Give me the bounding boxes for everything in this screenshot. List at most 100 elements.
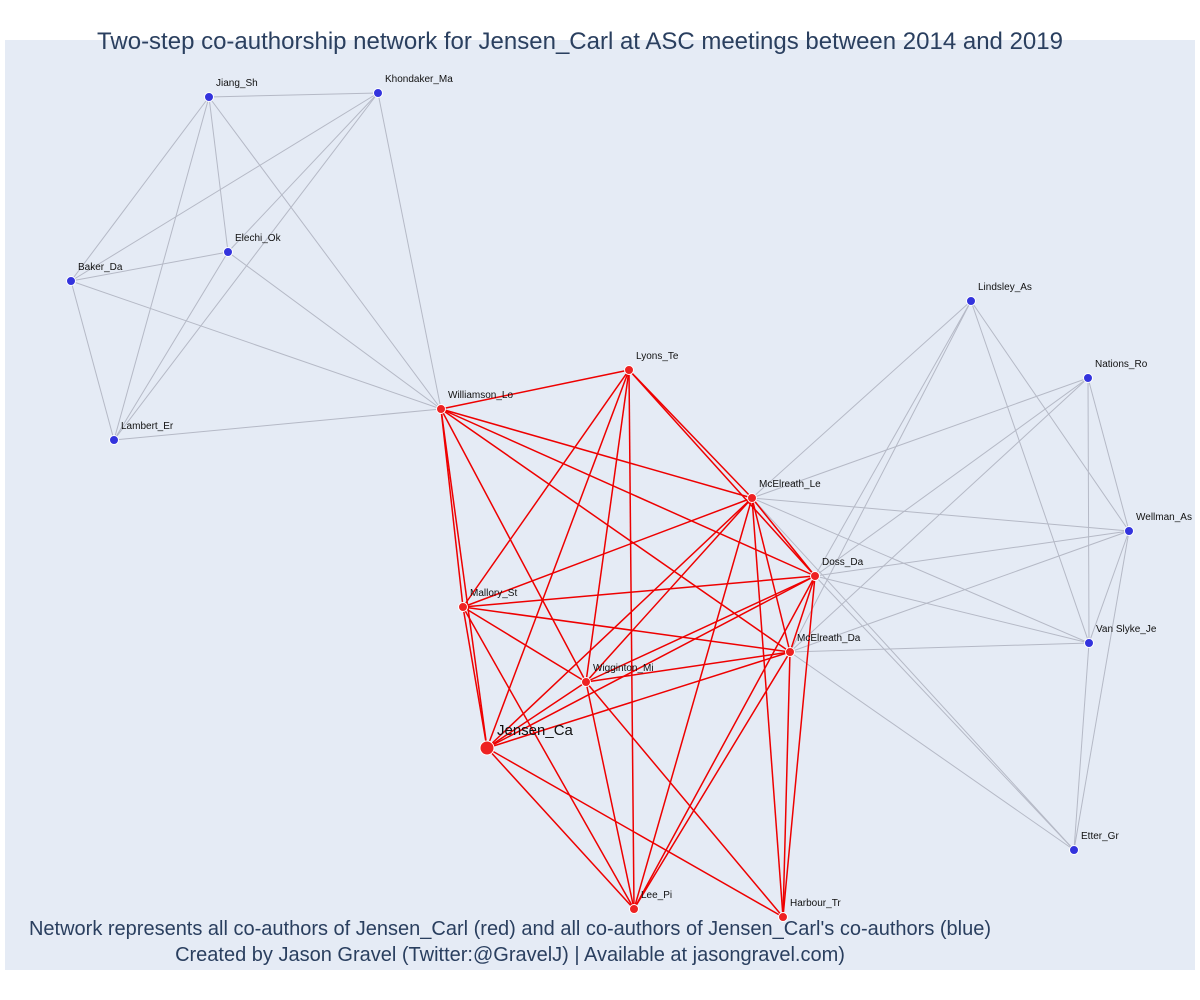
node-Harbour_Tr[interactable]: Harbour_Tr [778,898,842,922]
node-Lee_Pi[interactable]: Lee_Pi [629,890,673,914]
edge-Williamson_Lo-McElreath_Le [440,408,753,499]
node-Wigginton_Mi[interactable]: Wigginton_Mi [581,663,654,687]
edge-Lyons_Te-Doss_Da [628,369,816,577]
node-label: Wigginton_Mi [593,663,654,674]
node-Elechi_Ok[interactable]: Elechi_Ok [223,233,282,257]
edge-Lindsley_As-Van_Slyke_Je [970,300,1090,644]
node-Lyons_Te[interactable]: Lyons_Te [624,351,679,375]
node-label: Jiang_Sh [216,78,258,89]
edge-Van_Slyke_Je-Etter_Gr [1073,642,1090,851]
edge-McElreath_Le-Harbour_Tr [751,497,784,918]
node-Lambert_Er[interactable]: Lambert_Er [109,421,174,445]
edge-McElreath_Le-Mallory_St [462,497,753,608]
edge-Doss_Da-McElreath_Da [789,575,816,653]
node-McElreath_Da[interactable]: McElreath_Da [785,633,861,657]
edge-Doss_Da-Lee_Pi [633,575,816,910]
edge-Lyons_Te-Lee_Pi [628,369,635,910]
node-Williamson_Lo[interactable]: Williamson_Lo [436,390,514,414]
node-label: Doss_Da [822,557,864,568]
edge-McElreath_Da-Harbour_Tr [782,651,791,918]
node-marker[interactable] [1124,526,1134,536]
node-marker[interactable] [629,904,639,914]
node-label: Lindsley_As [978,282,1032,293]
node-Baker_Da[interactable]: Baker_Da [66,262,123,286]
caption-description: Network represents all co-authors of Jen… [28,918,992,940]
node-marker[interactable] [436,404,446,414]
edge-McElreath_Le-Lee_Pi [633,497,753,910]
node-label: Lee_Pi [641,890,672,901]
edge-Nations_Ro-Wellman_As [1087,377,1130,532]
edge-Khondaker_Ma-Williamson_Lo [377,92,442,410]
edge-Lambert_Er-Williamson_Lo [113,408,442,441]
node-label: Williamson_Lo [448,390,513,401]
node-marker[interactable] [624,365,634,375]
node-marker[interactable] [785,647,795,657]
edge-McElreath_Le-Doss_Da [751,497,816,577]
edge-Wellman_As-Doss_Da [814,530,1130,577]
edge-Wigginton_Mi-Harbour_Tr [585,681,784,918]
node-marker[interactable] [1083,373,1093,383]
node-Khondaker_Ma[interactable]: Khondaker_Ma [373,74,454,98]
edge-Khondaker_Ma-Baker_Da [70,92,379,282]
node-label: Lyons_Te [636,351,679,362]
node-marker[interactable] [373,88,383,98]
edge-Jiang_Sh-Baker_Da [70,96,210,282]
node-Van_Slyke_Je[interactable]: Van Slyke_Je [1084,624,1157,648]
edge-Williamson_Lo-Mallory_St [440,408,464,608]
edge-Khondaker_Ma-Elechi_Ok [227,92,379,253]
node-marker[interactable] [966,296,976,306]
edge-Williamson_Lo-Wigginton_Mi [440,408,587,683]
edge-Jensen_Ca-Lee_Pi [486,747,635,910]
node-Jensen_Ca[interactable]: Jensen_Ca [479,722,574,756]
node-marker[interactable] [66,276,76,286]
edge-Doss_Da-Mallory_St [462,575,816,608]
node-label: Wellman_As [1136,512,1192,523]
edge-McElreath_Da-Lee_Pi [633,651,791,910]
node-label: Baker_Da [78,262,123,273]
edge-Doss_Da-Harbour_Tr [782,575,816,918]
edge-Van_Slyke_Je-McElreath_Le [751,497,1090,644]
node-Etter_Gr[interactable]: Etter_Gr [1069,831,1120,855]
edge-Wellman_As-McElreath_Da [789,530,1130,653]
edge-Mallory_St-McElreath_Da [462,606,791,653]
edge-Lyons_Te-Mallory_St [462,369,630,608]
plot-area [5,40,1195,970]
node-marker[interactable] [223,247,233,257]
edge-Nations_Ro-Van_Slyke_Je [1087,377,1090,644]
node-marker[interactable] [1069,845,1079,855]
node-marker[interactable] [1084,638,1094,648]
node-marker[interactable] [479,740,495,756]
node-marker[interactable] [747,493,757,503]
node-label: Etter_Gr [1081,831,1119,842]
node-label: Harbour_Tr [790,898,841,909]
edge-Etter_Gr-McElreath_Da [789,651,1075,851]
node-Doss_Da[interactable]: Doss_Da [810,557,864,581]
node-Lindsley_As[interactable]: Lindsley_As [966,282,1032,306]
node-marker[interactable] [109,435,119,445]
edge-Mallory_St-Jensen_Ca [462,606,488,749]
edge-Jiang_Sh-Khondaker_Ma [208,92,379,98]
node-marker[interactable] [204,92,214,102]
node-Mallory_St[interactable]: Mallory_St [458,588,518,612]
node-Nations_Ro[interactable]: Nations_Ro [1083,359,1148,383]
node-label: Lambert_Er [121,421,174,432]
edge-layer [70,92,1130,918]
node-marker[interactable] [581,677,591,687]
caption-credit: Created by Jason Gravel (Twitter:@Gravel… [175,944,845,966]
edge-Wigginton_Mi-Jensen_Ca [486,681,587,749]
edge-Lindsley_As-McElreath_Da [789,300,972,653]
edge-Nations_Ro-McElreath_Da [789,377,1089,653]
node-label: Jensen_Ca [497,722,574,739]
edge-Wellman_As-Van_Slyke_Je [1088,530,1130,644]
node-marker[interactable] [458,602,468,612]
node-marker[interactable] [810,571,820,581]
node-McElreath_Le[interactable]: McElreath_Le [747,479,822,503]
edge-Jiang_Sh-Lambert_Er [113,96,210,441]
node-marker[interactable] [778,912,788,922]
node-layer: Jiang_Sh Khondaker_Ma Elechi_Ok Baker_Da Lam… [66,74,1192,922]
node-Wellman_As[interactable]: Wellman_As [1124,512,1192,536]
edge-Baker_Da-Williamson_Lo [70,280,442,410]
edge-Jiang_Sh-Williamson_Lo [208,96,442,410]
edge-Doss_Da-Wigginton_Mi [585,575,816,683]
node-Jiang_Sh[interactable]: Jiang_Sh [204,78,258,102]
